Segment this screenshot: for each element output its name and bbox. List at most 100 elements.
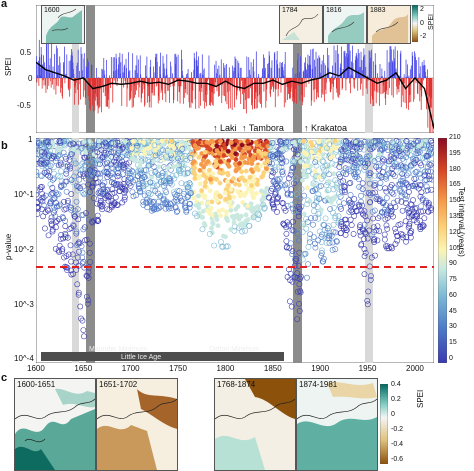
pvalue-point (289, 205, 296, 212)
pvalue-point (237, 214, 243, 220)
pvalue-point (113, 165, 120, 172)
pvalue-point (168, 138, 175, 144)
pvalue-point (73, 242, 80, 248)
pvalue-point (195, 193, 201, 199)
pvalue-point (196, 154, 202, 160)
pvalue-point (208, 177, 213, 182)
pvalue-point (243, 168, 249, 174)
pvalue-point (305, 261, 311, 268)
pvalue-point (380, 200, 387, 207)
pvalue-point (406, 214, 412, 221)
pvalue-point (336, 199, 343, 206)
pvalue-point (96, 161, 103, 167)
pvalue-point (205, 200, 211, 206)
pvalue-point (119, 144, 126, 151)
pvalue-point (293, 147, 300, 154)
pvalue-point (40, 202, 47, 209)
pvalue-point (386, 161, 392, 168)
pvalue-point (379, 156, 386, 162)
pvalue-point (268, 187, 275, 194)
pvalue-point (347, 179, 354, 186)
pvalue-point (52, 158, 59, 165)
panel-a-ytick: 0.5 (20, 48, 32, 57)
pvalue-point (398, 189, 405, 196)
pvalue-point (149, 199, 156, 206)
inset-year-label: 1600 (44, 7, 60, 14)
pvalue-point (419, 223, 426, 230)
panel-b-xtick: 1800 (216, 364, 235, 373)
pvalue-point (250, 169, 256, 175)
pvalue-point (363, 230, 369, 237)
pvalue-point (350, 231, 357, 237)
pvalue-point (279, 141, 286, 147)
pvalue-point (358, 241, 365, 248)
pvalue-point (94, 161, 101, 167)
pvalue-point (63, 170, 70, 177)
pvalue-point (317, 143, 324, 150)
pvalue-point (259, 151, 264, 157)
pvalue-point (296, 146, 303, 152)
pvalue-point (275, 184, 282, 191)
pvalue-point (351, 164, 357, 171)
pvalue-point (125, 168, 131, 174)
pvalue-point (291, 146, 297, 153)
pvalue-point (202, 149, 208, 155)
pvalue-point (414, 219, 420, 226)
pvalue-point (243, 212, 249, 218)
pvalue-point (372, 252, 378, 259)
pvalue-point (413, 168, 420, 175)
pvalue-point (56, 138, 63, 144)
pvalue-point (362, 164, 369, 170)
tambora-label: ↑ Tambora (242, 123, 284, 133)
pvalue-point (359, 180, 366, 187)
colorbar-tick: 105 (449, 244, 461, 252)
pvalue-point (80, 327, 87, 334)
pvalue-point (377, 184, 383, 191)
pvalue-point (274, 196, 280, 203)
pvalue-point (300, 251, 307, 258)
pvalue-point (420, 222, 427, 229)
pvalue-point (61, 198, 67, 205)
pvalue-point (306, 167, 312, 174)
pvalue-point (231, 220, 237, 225)
pvalue-point (67, 151, 74, 158)
pvalue-point (65, 198, 71, 204)
pvalue-point (221, 153, 227, 158)
pvalue-point (309, 149, 315, 155)
pvalue-point (346, 152, 352, 158)
pvalue-point (367, 276, 374, 283)
pvalue-point (171, 189, 177, 195)
pvalue-point (338, 184, 345, 191)
pvalue-point (325, 195, 331, 200)
pvalue-point (99, 203, 105, 210)
pvalue-point (357, 222, 364, 229)
pvalue-point (412, 146, 419, 153)
panel-c-colorbar-tick: -0.6 (391, 456, 404, 463)
pvalue-point (168, 205, 175, 212)
pvalue-point (95, 157, 101, 164)
pvalue-point (405, 205, 412, 212)
pvalue-point (361, 138, 368, 145)
pvalue-point (201, 220, 207, 226)
pvalue-point (270, 169, 277, 176)
pvalue-point (106, 206, 113, 213)
colorbar-tick: 165 (449, 181, 461, 189)
pvalue-point (246, 186, 252, 192)
pvalue-point (389, 165, 395, 172)
pvalue-point (162, 205, 169, 212)
pvalue-point (58, 183, 65, 190)
pvalue-point (326, 178, 332, 184)
pvalue-point (318, 207, 324, 213)
panel-c-colorbar-tick: -0.4 (391, 441, 404, 448)
pvalue-point (357, 232, 364, 239)
pvalue-point (44, 169, 50, 176)
panel-c-colorbar-tick: 0.2 (391, 396, 401, 403)
pvalue-point (213, 159, 219, 164)
pvalue-point (157, 192, 164, 199)
pvalue-point (389, 245, 395, 252)
panel-b-ylabel: p-value (4, 233, 13, 260)
pvalue-point (376, 228, 383, 234)
pvalue-point (300, 221, 306, 228)
pvalue-point (129, 189, 136, 195)
pvalue-point (315, 237, 322, 244)
